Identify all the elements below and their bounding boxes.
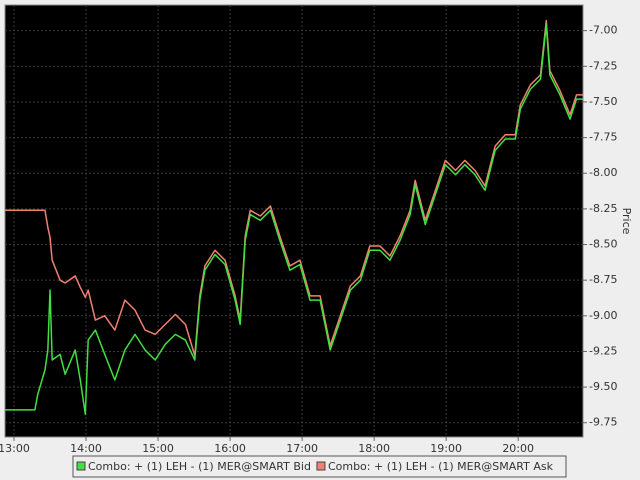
y-tick-label: -9.00 xyxy=(589,309,617,322)
y-tick-label: -8.25 xyxy=(589,202,617,215)
x-tick-label: 14:00 xyxy=(70,442,102,455)
x-tick-label: 18:00 xyxy=(358,442,390,455)
legend-swatch xyxy=(316,461,326,471)
y-tick-label: -9.25 xyxy=(589,344,617,357)
series-line xyxy=(5,19,583,357)
y-tick-label: -7.50 xyxy=(589,95,617,108)
x-tick-label: 19:00 xyxy=(430,442,462,455)
y-tick-label: -9.50 xyxy=(589,380,617,393)
legend-label: Combo: + (1) LEH - (1) MER@SMART Bid xyxy=(88,460,311,473)
plot-area xyxy=(4,4,584,438)
legend-swatch xyxy=(76,461,86,471)
y-axis-label: Price xyxy=(620,208,633,235)
y-tick-label: -8.00 xyxy=(589,166,617,179)
legend-label: Combo: + (1) LEH - (1) MER@SMART Ask xyxy=(328,460,554,473)
y-tick-label: -7.25 xyxy=(589,59,617,72)
y-tick-label: -8.50 xyxy=(589,238,617,251)
y-tick-label: -9.75 xyxy=(589,416,617,429)
y-tick-label: -7.75 xyxy=(589,131,617,144)
y-tick-label: -8.75 xyxy=(589,273,617,286)
series-line xyxy=(5,24,583,415)
x-tick-label: 17:00 xyxy=(286,442,318,455)
x-tick-label: 13:00 xyxy=(0,442,30,455)
x-tick-label: 15:00 xyxy=(142,442,174,455)
y-tick-label: -7.00 xyxy=(589,24,617,37)
x-tick-label: 20:00 xyxy=(502,442,534,455)
x-tick-label: 16:00 xyxy=(214,442,246,455)
